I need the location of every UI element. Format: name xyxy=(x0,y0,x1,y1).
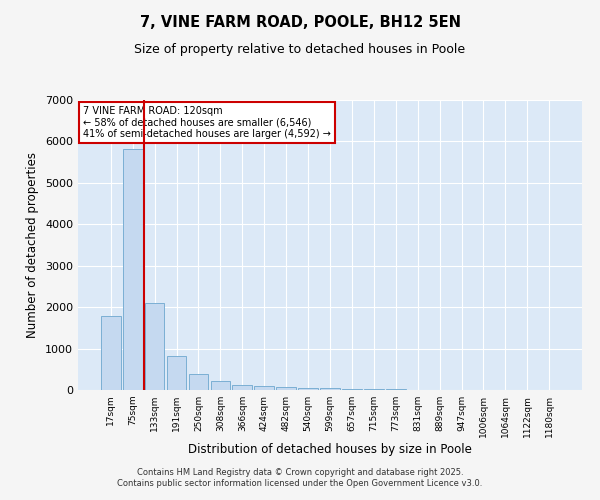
Bar xyxy=(167,356,187,390)
Bar xyxy=(101,316,121,390)
Bar xyxy=(320,388,340,390)
Bar xyxy=(254,386,274,390)
Y-axis label: Number of detached properties: Number of detached properties xyxy=(26,152,40,338)
Bar xyxy=(123,149,143,390)
Bar xyxy=(232,384,252,390)
Bar xyxy=(298,388,318,390)
Text: 7, VINE FARM ROAD, POOLE, BH12 5EN: 7, VINE FARM ROAD, POOLE, BH12 5EN xyxy=(139,15,461,30)
Bar xyxy=(342,389,362,390)
Text: 7 VINE FARM ROAD: 120sqm
← 58% of detached houses are smaller (6,546)
41% of sem: 7 VINE FARM ROAD: 120sqm ← 58% of detach… xyxy=(83,106,331,139)
Text: Size of property relative to detached houses in Poole: Size of property relative to detached ho… xyxy=(134,42,466,56)
Bar xyxy=(145,304,164,390)
X-axis label: Distribution of detached houses by size in Poole: Distribution of detached houses by size … xyxy=(188,442,472,456)
Bar xyxy=(188,374,208,390)
Text: Contains HM Land Registry data © Crown copyright and database right 2025.
Contai: Contains HM Land Registry data © Crown c… xyxy=(118,468,482,487)
Bar xyxy=(211,381,230,390)
Bar xyxy=(364,389,384,390)
Bar xyxy=(276,387,296,390)
